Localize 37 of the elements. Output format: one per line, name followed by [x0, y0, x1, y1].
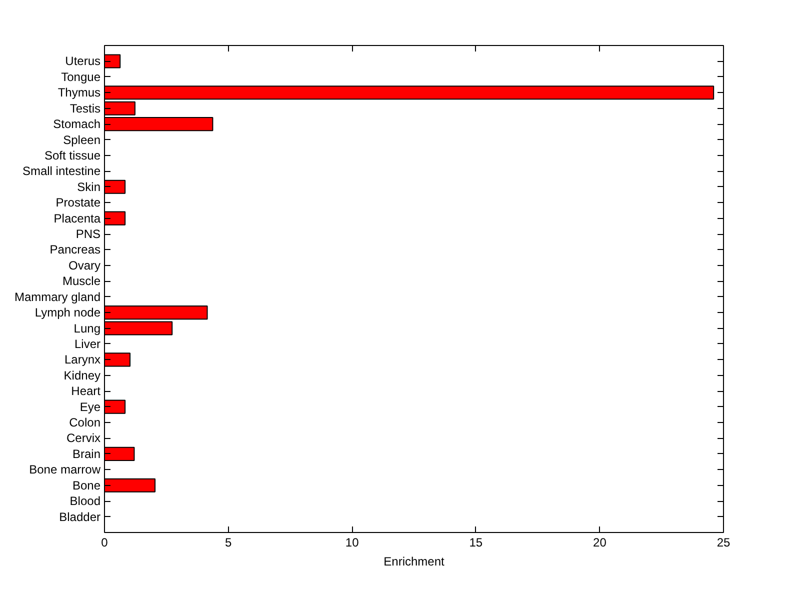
y-tick-label: Thymus — [58, 86, 101, 100]
x-tick-label: 10 — [345, 536, 360, 550]
y-tick-label: Soft tissue — [44, 148, 101, 162]
y-tick-label: Muscle — [62, 274, 101, 288]
y-tick-label: Small intestine — [22, 164, 101, 178]
y-tick-label: Stomach — [53, 117, 101, 132]
y-tick-label: Placenta — [54, 211, 101, 226]
x-axis-title: Enrichment — [384, 554, 446, 568]
y-tick-label: Bone — [72, 478, 101, 492]
x-tick-label: 0 — [101, 536, 108, 550]
y-tick-label: Kidney — [64, 368, 101, 382]
y-tick-label: Bladder — [59, 510, 101, 524]
y-tick-label: Pancreas — [50, 242, 101, 257]
y-tick-label: Bone marrow — [29, 462, 101, 477]
y-tick-label: Heart — [71, 384, 102, 398]
y-tick-label: Blood — [70, 494, 101, 508]
y-tick-label: Liver — [74, 336, 101, 351]
y-tick-label: Testis — [70, 101, 101, 116]
y-tick-label: Lung — [74, 321, 101, 336]
y-tick-label: Brain — [72, 446, 100, 461]
x-tick-label: 20 — [593, 536, 607, 550]
y-tick-label: Uterus — [65, 54, 100, 68]
x-tick-label: 15 — [469, 536, 483, 550]
x-tick-label: 5 — [224, 536, 232, 550]
y-tick-label: Ovary — [68, 258, 101, 272]
y-tick-label: Tongue — [61, 70, 101, 84]
y-tick-label: Prostate — [56, 196, 101, 210]
y-tick-label: Cervix — [66, 431, 101, 446]
y-tick-label: Lymph node — [34, 306, 101, 320]
y-tick-label: Spleen — [63, 132, 101, 147]
y-tick-label: Skin — [77, 180, 100, 194]
y-tick-label: Larynx — [64, 352, 101, 367]
y-tick-label: PNS — [76, 227, 101, 242]
x-tick-label: 25 — [716, 536, 730, 550]
y-tick-label: Mammary gland — [14, 290, 101, 304]
y-tick-label: Eye — [80, 400, 101, 414]
y-tick-label: Colon — [69, 416, 101, 430]
